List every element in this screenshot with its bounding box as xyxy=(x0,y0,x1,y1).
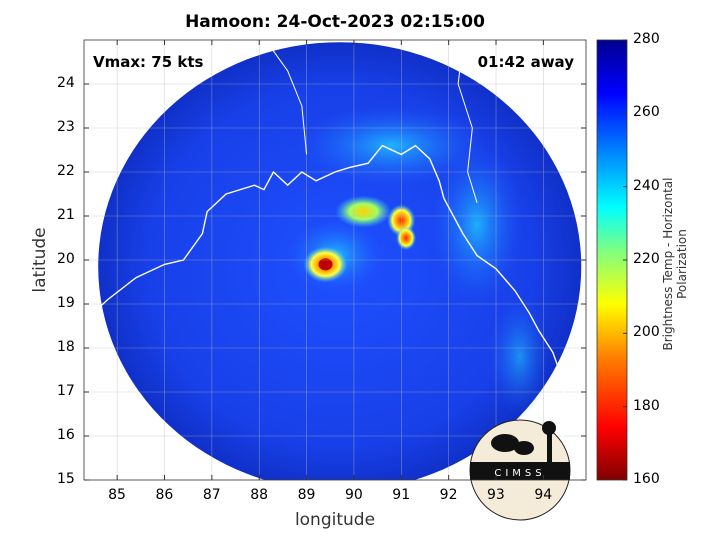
border-bangladesh-myanmar xyxy=(457,44,478,203)
logo-band xyxy=(470,462,570,480)
logo-dish-2 xyxy=(514,441,534,455)
y-tick-label-17: 17 xyxy=(57,383,75,399)
colorbar-tick-label-260: 260 xyxy=(633,104,660,121)
y-tick-label-19: 19 xyxy=(57,295,75,311)
x-tick-label-91: 91 xyxy=(392,487,411,503)
coastline xyxy=(84,44,573,446)
x-tick-label-87: 87 xyxy=(202,487,221,503)
feature-rainband-north-1 xyxy=(335,195,392,228)
land-north xyxy=(296,105,487,186)
y-tick-label-22: 22 xyxy=(57,163,75,179)
land-east xyxy=(432,144,523,305)
cyclone-center xyxy=(318,258,333,271)
y-tick-label-24: 24 xyxy=(57,75,75,91)
logo-tower xyxy=(547,428,552,462)
x-tick-label-86: 86 xyxy=(155,487,174,503)
y-tick-label-20: 20 xyxy=(57,251,75,267)
y-tick-label-16: 16 xyxy=(57,427,75,443)
colorbar-tick-label-220: 220 xyxy=(633,251,660,267)
x-axis-label: longitude xyxy=(294,510,376,530)
colorbar-tick-label-200: 200 xyxy=(633,324,660,341)
x-tick-label-88: 88 xyxy=(250,487,269,503)
chart-title: Hamoon: 24-Oct-2023 02:15:00 xyxy=(185,12,485,32)
cimss-logo: CIMSS xyxy=(469,419,571,521)
x-tick-label-92: 92 xyxy=(439,487,458,503)
colorbar-tick-label-180: 180 xyxy=(633,397,660,414)
colorbar-tick-label-160: 160 xyxy=(633,471,660,487)
vmax-annotation: Vmax: 75 kts xyxy=(93,53,204,71)
colorbar-label: Brightness Temp - Horizontal Polarizatio… xyxy=(661,177,689,351)
feature-rainband-east xyxy=(396,226,417,250)
colorbar-tick-label-280: 280 xyxy=(633,31,660,47)
y-tick-label-23: 23 xyxy=(57,119,75,135)
logo-dish-1 xyxy=(491,434,519,452)
y-tick-label-15: 15 xyxy=(57,471,75,487)
colorbar-gradient xyxy=(596,39,628,481)
time-away-annotation: 01:42 away xyxy=(477,53,574,71)
colorbar-tick-label-240: 240 xyxy=(633,177,660,194)
x-tick-label-93: 93 xyxy=(487,487,505,503)
x-tick-label-89: 89 xyxy=(297,487,316,503)
logo-text: CIMSS xyxy=(494,468,545,479)
x-tick-label-90: 90 xyxy=(344,487,363,503)
border-india-bangladesh xyxy=(268,44,308,155)
y-axis-label: latitude xyxy=(30,227,50,293)
x-tick-label-85: 85 xyxy=(108,487,126,503)
y-tick-label-21: 21 xyxy=(57,207,75,223)
swath-layer xyxy=(98,42,582,480)
y-tick-label-18: 18 xyxy=(57,339,75,355)
axes-frame xyxy=(83,39,587,481)
coastline-white xyxy=(84,144,573,446)
x-tick-label-94: 94 xyxy=(534,487,553,503)
logo-tank xyxy=(542,421,556,435)
colorbar xyxy=(596,39,628,481)
land-southeast xyxy=(489,296,550,417)
